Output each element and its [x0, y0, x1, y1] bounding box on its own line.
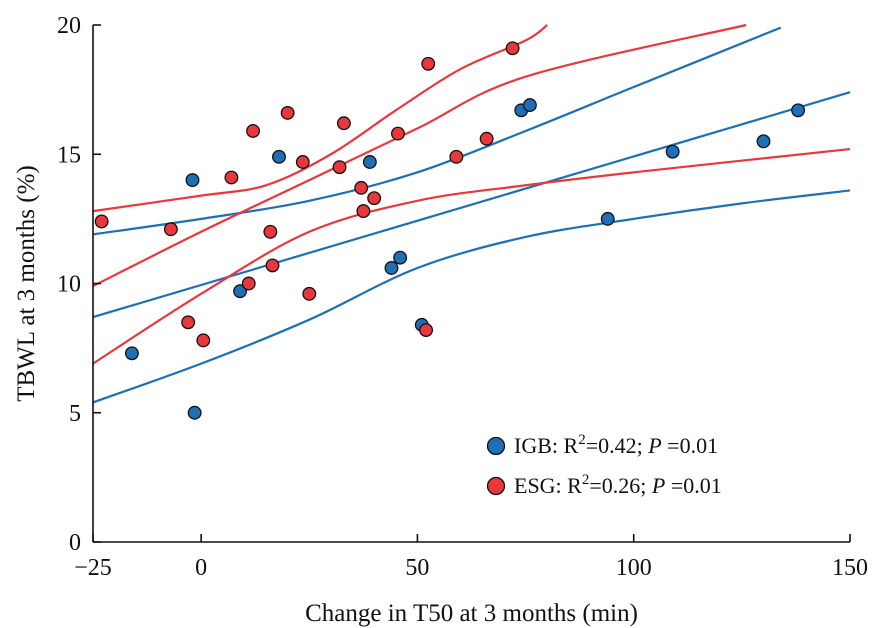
y-tick-label: 0: [69, 530, 81, 556]
esg-point: [295, 155, 310, 169]
esg-point: [265, 258, 280, 273]
esg-point: [367, 191, 382, 206]
esg-point: [302, 286, 317, 301]
x-tick-label: −25: [74, 555, 112, 581]
esg-point: [449, 149, 464, 164]
x-tick-label: 100: [616, 555, 652, 581]
y-tick-label: 20: [57, 13, 81, 39]
igb-point: [124, 346, 139, 361]
fit-lines: [92, 23, 851, 404]
igb-point: [185, 173, 200, 188]
igb-legend-marker: [486, 436, 506, 456]
igb-point: [187, 405, 202, 420]
igb-point: [272, 149, 286, 164]
esg-legend-label: ESG: R2=0.26; P =0.01: [514, 472, 722, 498]
esg-point: [224, 170, 239, 185]
igb-point: [362, 155, 377, 169]
igb-point: [600, 211, 615, 226]
igb-fit-line: [92, 91, 851, 319]
data-points: [94, 41, 806, 420]
legend: IGB: R2=0.42; P =0.01 ESG: R2=0.26; P =0.…: [486, 432, 722, 498]
x-tick-label: 0: [195, 555, 207, 581]
x-tick-label: 150: [832, 555, 868, 581]
igb-point: [791, 103, 806, 118]
igb-upper-ci-line: [92, 26, 782, 236]
esg-point: [196, 333, 211, 348]
esg-point: [479, 131, 494, 146]
y-tick-label: 15: [57, 142, 81, 168]
esg-upper-ci-line: [92, 24, 548, 213]
esg-point: [505, 41, 520, 56]
esg-legend-marker: [486, 476, 506, 496]
esg-point: [419, 323, 434, 337]
igb-point: [522, 98, 537, 113]
y-tick-label: 5: [69, 401, 81, 427]
esg-point: [263, 224, 278, 239]
esg-point: [356, 204, 371, 219]
esg-point: [246, 124, 261, 138]
x-tick-label: 50: [405, 555, 429, 581]
x-ticks: −25 0 50 100 150: [74, 534, 868, 581]
esg-point: [181, 315, 196, 330]
esg-point: [391, 126, 405, 141]
esg-point: [163, 222, 178, 237]
x-axis-title: Change in T50 at 3 months (min): [305, 600, 638, 627]
esg-point: [280, 105, 295, 120]
y-axis-title: TBWL at 3 months (%): [13, 165, 40, 402]
y-ticks: 0 5 10 15 20: [57, 13, 101, 556]
igb-point: [233, 284, 248, 299]
esg-point: [336, 116, 351, 131]
y-tick-label: 10: [57, 272, 81, 298]
esg-point: [241, 276, 256, 291]
esg-point: [94, 214, 109, 229]
igb-point: [665, 144, 680, 159]
igb-point: [384, 261, 399, 275]
igb-point: [393, 250, 408, 265]
igb-point: [756, 134, 771, 149]
esg-fit-line: [92, 23, 747, 288]
esg-point: [354, 180, 369, 195]
igb-legend-label: IGB: R2=0.42; P =0.01: [514, 432, 718, 458]
esg-point: [332, 160, 347, 175]
igb-lower-ci-line: [92, 189, 851, 404]
esg-point: [421, 56, 436, 71]
esg-lower-ci-line: [92, 147, 851, 365]
